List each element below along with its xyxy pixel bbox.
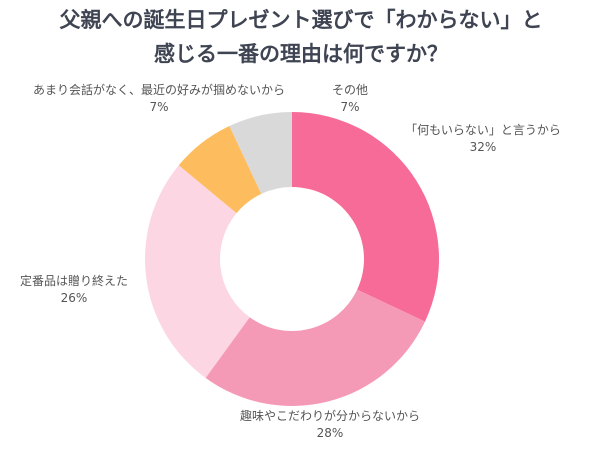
donut-slice-3: [178, 125, 262, 214]
donut-slice-1: [205, 289, 426, 406]
chart-title-line-2: 感じる一番の理由は何ですか？: [154, 42, 448, 66]
slice-label-4: その他 7%: [331, 83, 368, 114]
slice-label-1: 趣味やこだわりが分からないから 28%: [239, 409, 420, 440]
slice-label-3: あまり会話がなく、最近の好みが掴めないから 7%: [32, 83, 285, 114]
donut-slice-4: [229, 112, 292, 194]
slice-label-2: 定番品は贈り終えた 26%: [19, 274, 128, 305]
donut-slice-2: [144, 165, 250, 378]
donut-slice-0: [292, 112, 439, 322]
chart-title-line-1: 父親への誕生日プレゼント選びで「わからない」と: [59, 8, 543, 32]
slice-label-0: 「何もいらない」と言うから 32%: [405, 123, 561, 154]
